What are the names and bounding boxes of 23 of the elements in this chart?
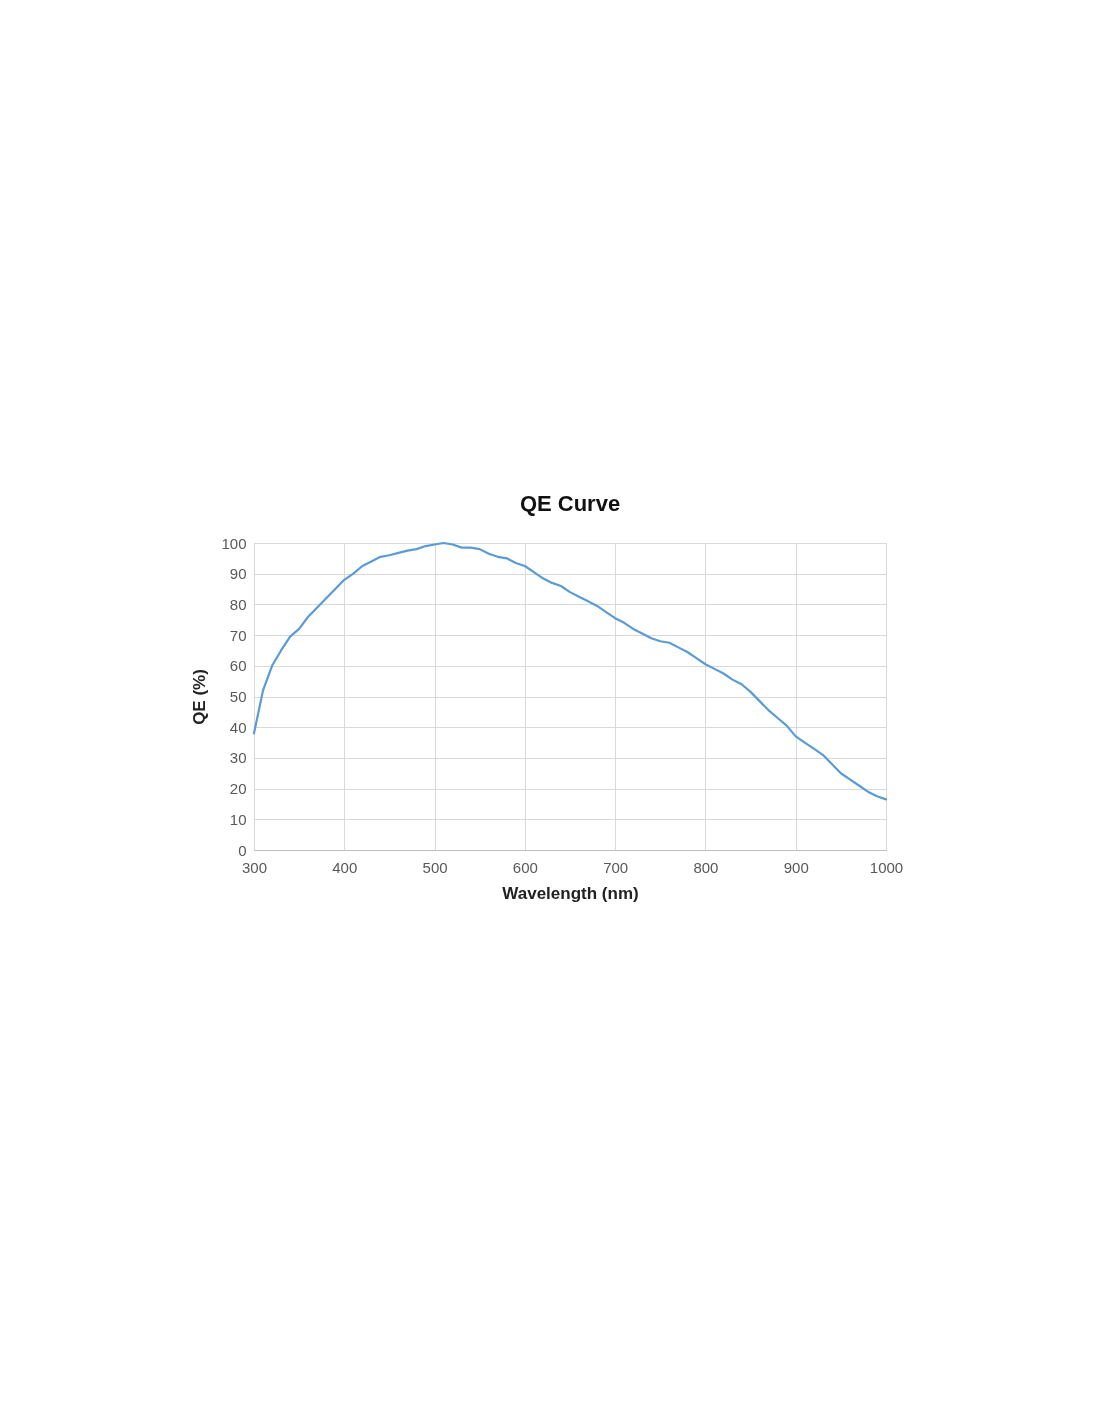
x-tick-label: 800 (693, 858, 719, 876)
x-tick-label: 500 (422, 858, 448, 876)
x-tick-label: 300 (241, 858, 268, 876)
y-tick-label: 20 (229, 780, 247, 798)
y-tick-label: 50 (229, 688, 247, 705)
x-tick-label: 600 (512, 858, 538, 876)
x-tick-label: 900 (783, 858, 809, 876)
y-tick-label: 30 (229, 749, 247, 767)
y-tick-label: 40 (229, 718, 247, 736)
x-tick-label: 400 (332, 858, 358, 876)
y-tick-label: 80 (229, 595, 247, 613)
y-axis-title: QE (%) (190, 669, 210, 725)
y-tick-label: 60 (229, 657, 247, 675)
x-axis-title: Wavelength (nm) (502, 883, 639, 903)
x-tick-label: 1000 (869, 858, 904, 876)
y-tick-label: 90 (229, 565, 247, 583)
y-tick-label: 70 (229, 626, 247, 644)
y-tick-label: 10 (229, 810, 247, 828)
line-series (252, 541, 888, 801)
y-tick-label: 0 (238, 841, 247, 859)
x-tick-label: 700 (603, 858, 629, 876)
y-tick-label: 100 (221, 534, 247, 552)
chart-title: QE Curve (519, 491, 621, 516)
